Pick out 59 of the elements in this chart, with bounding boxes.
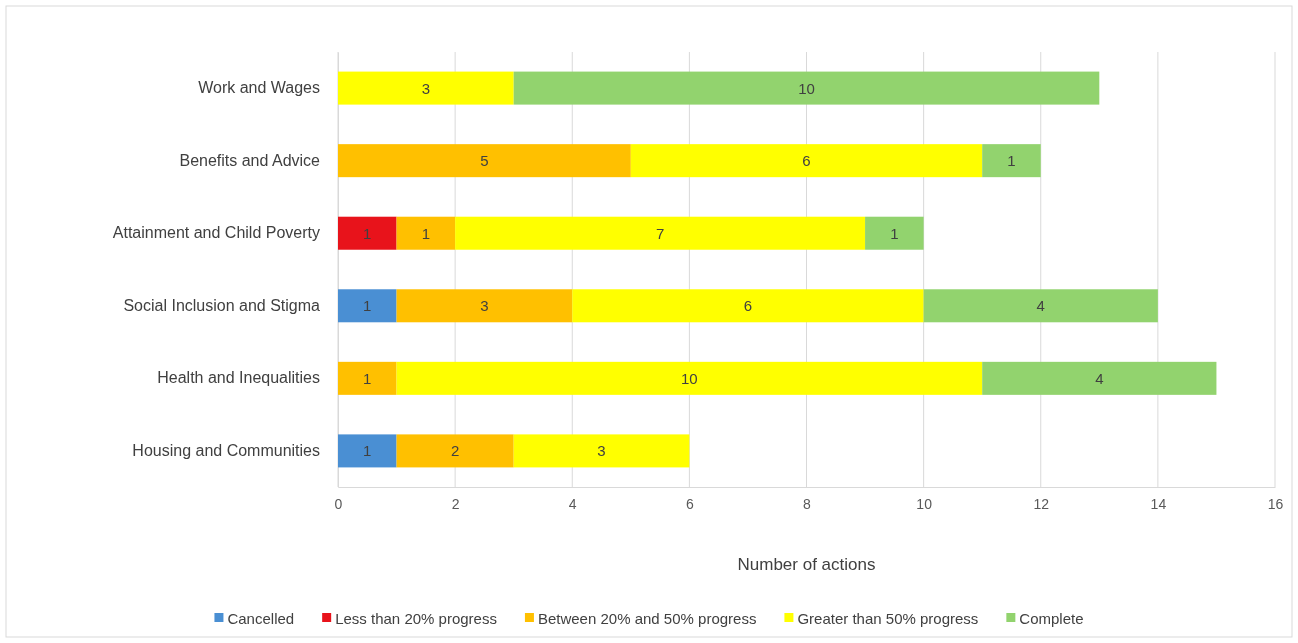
data-label: 1 bbox=[421, 224, 431, 242]
x-tick-label: 8 bbox=[803, 495, 812, 512]
data-label: 7 bbox=[655, 224, 665, 242]
bar bbox=[396, 361, 983, 395]
y-tick-label: Benefits and Advice bbox=[179, 151, 321, 169]
x-tick-label: 10 bbox=[916, 495, 933, 512]
data-label: 6 bbox=[743, 297, 753, 315]
bar bbox=[396, 216, 456, 250]
data-label: 1 bbox=[890, 224, 899, 242]
x-tick-label: 4 bbox=[568, 495, 577, 512]
data-label: 10 bbox=[798, 79, 815, 97]
data-label: 1 bbox=[363, 297, 372, 315]
bar bbox=[396, 289, 573, 323]
data-label: 5 bbox=[480, 152, 489, 170]
data-label: 4 bbox=[1036, 297, 1045, 315]
bar bbox=[572, 289, 924, 323]
x-tick-label: 0 bbox=[334, 495, 343, 512]
x-tick-label: 14 bbox=[1150, 495, 1167, 512]
x-tick-label: 16 bbox=[1267, 495, 1284, 512]
bar bbox=[338, 289, 397, 323]
legend-label: Less than 20% progress bbox=[335, 609, 497, 627]
legend-label: Complete bbox=[1019, 609, 1084, 627]
y-tick-label: Housing and Communities bbox=[132, 442, 320, 460]
data-label: 1 bbox=[363, 224, 372, 242]
data-label: 1 bbox=[363, 442, 372, 460]
bar bbox=[338, 71, 514, 105]
y-tick-label: Work and Wages bbox=[198, 79, 320, 97]
y-tick-label: Attainment and Child Poverty bbox=[112, 224, 320, 242]
data-label: 3 bbox=[421, 79, 431, 97]
bar bbox=[338, 361, 397, 395]
bar bbox=[338, 144, 631, 178]
bar bbox=[982, 144, 1041, 178]
bar bbox=[982, 361, 1217, 395]
bar bbox=[630, 144, 983, 178]
data-label: 10 bbox=[681, 369, 698, 387]
data-label: 3 bbox=[597, 442, 606, 460]
bar bbox=[513, 71, 1100, 105]
x-tick-label: 6 bbox=[685, 495, 694, 512]
legend-label: Greater than 50% progress bbox=[797, 609, 979, 627]
bar bbox=[865, 216, 924, 250]
bar bbox=[338, 434, 397, 468]
data-label: 4 bbox=[1095, 369, 1104, 387]
x-axis-title: Number of actions bbox=[737, 555, 876, 574]
legend-label: Between 20% and 50% progress bbox=[537, 609, 757, 627]
bar bbox=[396, 434, 514, 468]
y-tick-label: Health and Inequalities bbox=[157, 369, 320, 387]
bar bbox=[513, 434, 690, 468]
legend-label: Cancelled bbox=[227, 609, 295, 627]
x-tick-label: 12 bbox=[1033, 495, 1050, 512]
data-label: 1 bbox=[363, 369, 372, 387]
y-tick-label: Social Inclusion and Stigma bbox=[123, 296, 321, 314]
bar bbox=[338, 216, 397, 250]
x-tick-label: 2 bbox=[451, 495, 460, 512]
bar bbox=[923, 289, 1158, 323]
data-label: 1 bbox=[1007, 152, 1016, 170]
data-label: 2 bbox=[450, 442, 460, 460]
data-label: 3 bbox=[480, 297, 489, 315]
bar bbox=[455, 216, 866, 250]
data-label: 6 bbox=[802, 152, 811, 170]
